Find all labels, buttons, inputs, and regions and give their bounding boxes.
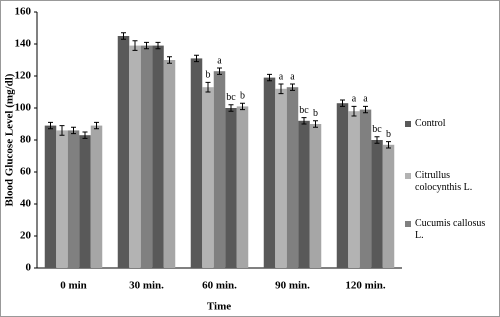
legend-item: Cucumis callosus L. [405,218,495,242]
error-bar [59,125,65,136]
error-bar [363,105,368,114]
y-tick-label: 80 [20,134,32,146]
bar [309,124,322,268]
error-bar [374,136,380,144]
bar [286,87,299,268]
x-tick-label: 120 min. [345,280,386,292]
legend-swatch [405,221,411,227]
bar [67,130,80,268]
bar [371,140,383,268]
bar [336,103,349,268]
error-bar [278,83,284,95]
error-bar [386,141,391,149]
error-bar [71,126,76,135]
error-bar [48,121,53,130]
y-axis-title: Blood Glucose Level (mg/dl) [4,73,16,206]
bar [263,77,276,268]
y-tick-label: 140 [15,38,32,50]
y-tick-label: 20 [20,230,32,242]
significance-letter: a [363,94,368,105]
bar [190,58,203,269]
legend-swatch [405,121,411,127]
bar [225,108,237,268]
bar [236,106,249,269]
x-axis-title: Time [207,301,231,313]
legend-label: Citrullus colocynthis L. [415,170,473,193]
bar [117,36,130,268]
y-tick-label: 100 [15,102,32,114]
legend-label: Control [415,118,446,129]
error-bar [351,105,357,117]
bar [359,109,372,268]
y-tick-label: 60 [20,166,32,178]
x-tick-label: 30 min. [129,280,164,292]
bar [129,45,141,268]
bar [44,125,57,268]
error-bar [155,41,161,50]
error-bar [267,73,272,82]
y-tick-label: 0 [26,262,32,274]
significance-letter: b [206,70,211,81]
significance-letter: bc [299,105,309,116]
error-bar [132,40,138,51]
x-tick-label: 0 min [60,280,87,292]
bar [275,88,287,268]
bar [56,130,68,268]
significance-letter: b [386,129,391,140]
significance-letter: bc [226,92,236,103]
y-tick-label: 120 [15,70,32,82]
y-tick-label: 40 [20,198,32,210]
legend-swatch [405,173,411,179]
bar [152,45,164,268]
legend-item: Citrullus colocynthis L. [405,170,495,194]
error-bar [340,99,345,107]
error-bar [240,102,245,111]
bar [382,144,395,268]
significance-letter: a [279,71,284,82]
error-bar [82,131,88,139]
error-bar [167,56,172,64]
error-bar [94,121,99,130]
x-tick-label: 90 min. [275,280,310,292]
error-bar [121,32,126,40]
bar [298,120,310,268]
error-bar [217,67,222,75]
bar [79,135,91,268]
significance-letter: b [240,90,245,101]
bar [90,125,103,268]
significance-letter: a [290,71,295,82]
error-bar [144,41,149,50]
significance-letter: bc [372,124,382,135]
bar [202,87,214,268]
error-bar [194,54,199,63]
significance-letter: b [313,108,318,119]
bar [213,71,226,268]
bar [140,45,153,268]
x-tick-label: 60 min. [202,280,237,292]
y-tick-label: 160 [15,6,32,18]
error-bar [301,117,307,125]
error-bar [313,120,318,128]
error-bar [290,83,295,91]
significance-letter: a [352,94,357,105]
legend-item: Control [405,118,495,130]
bar [163,60,176,268]
legend-label: Cucumis callosus L. [415,218,486,241]
significance-letter: a [217,55,222,66]
bar [348,111,360,268]
error-bar [228,104,234,112]
error-bar [205,81,211,93]
